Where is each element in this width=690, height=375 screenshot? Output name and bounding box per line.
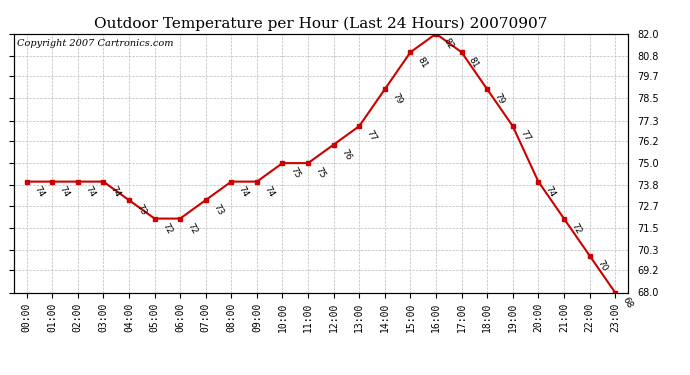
Text: 74: 74 — [109, 184, 122, 199]
Text: 74: 74 — [83, 184, 97, 199]
Text: 68: 68 — [621, 295, 634, 310]
Title: Outdoor Temperature per Hour (Last 24 Hours) 20070907: Outdoor Temperature per Hour (Last 24 Ho… — [94, 17, 548, 31]
Text: 75: 75 — [288, 166, 302, 180]
Text: 72: 72 — [160, 221, 174, 236]
Text: 74: 74 — [58, 184, 71, 199]
Text: 72: 72 — [569, 221, 583, 236]
Text: 81: 81 — [416, 55, 429, 69]
Text: 74: 74 — [262, 184, 276, 199]
Text: 74: 74 — [237, 184, 250, 199]
Text: 79: 79 — [493, 92, 506, 106]
Text: 79: 79 — [391, 92, 404, 106]
Text: 77: 77 — [518, 129, 532, 143]
Text: 76: 76 — [339, 147, 353, 162]
Text: 77: 77 — [365, 129, 378, 143]
Text: Copyright 2007 Cartronics.com: Copyright 2007 Cartronics.com — [17, 39, 173, 48]
Text: 82: 82 — [442, 36, 455, 51]
Text: 70: 70 — [595, 258, 609, 273]
Text: 81: 81 — [467, 55, 481, 69]
Text: 73: 73 — [135, 203, 148, 217]
Text: 74: 74 — [544, 184, 558, 199]
Text: 72: 72 — [186, 221, 199, 236]
Text: 75: 75 — [314, 166, 327, 180]
Text: 73: 73 — [211, 203, 225, 217]
Text: 74: 74 — [32, 184, 46, 199]
